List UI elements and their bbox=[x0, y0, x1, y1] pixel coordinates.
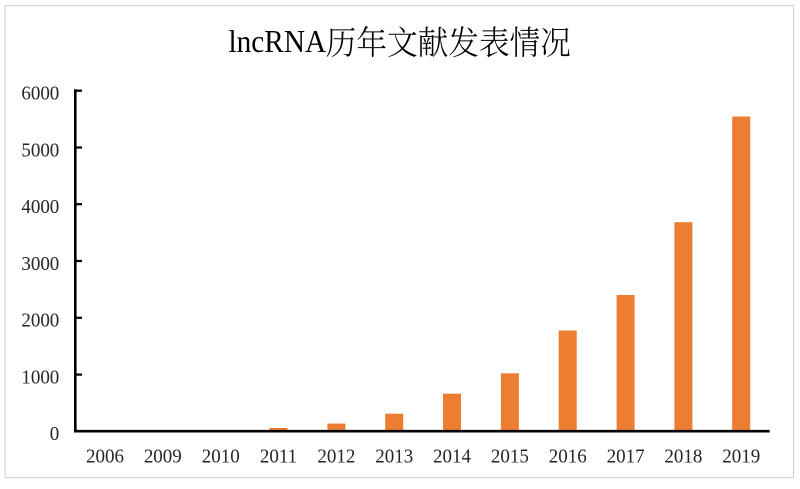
svg-text:2014: 2014 bbox=[433, 445, 471, 468]
svg-text:2016: 2016 bbox=[549, 445, 587, 468]
svg-text:2010: 2010 bbox=[202, 445, 240, 468]
svg-text:2013: 2013 bbox=[375, 445, 413, 468]
svg-text:4000: 4000 bbox=[21, 195, 59, 218]
svg-text:2012: 2012 bbox=[317, 445, 355, 468]
svg-text:5000: 5000 bbox=[21, 139, 59, 162]
svg-text:2006: 2006 bbox=[86, 445, 124, 468]
svg-text:2011: 2011 bbox=[260, 445, 297, 468]
svg-text:2018: 2018 bbox=[664, 445, 702, 468]
svg-text:2015: 2015 bbox=[491, 445, 529, 468]
svg-text:6000: 6000 bbox=[21, 82, 59, 105]
svg-text:2009: 2009 bbox=[144, 445, 182, 468]
svg-text:2017: 2017 bbox=[607, 445, 645, 468]
svg-text:3000: 3000 bbox=[21, 252, 59, 275]
svg-text:2000: 2000 bbox=[21, 309, 59, 332]
svg-text:lncRNA: lncRNA bbox=[229, 24, 327, 59]
svg-text:1000: 1000 bbox=[21, 366, 59, 389]
svg-text:0: 0 bbox=[50, 423, 60, 446]
svg-text:2019: 2019 bbox=[722, 445, 760, 468]
